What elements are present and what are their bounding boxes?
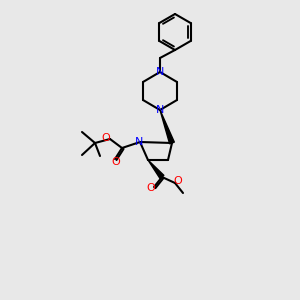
Text: N: N [156, 67, 164, 77]
Text: N: N [156, 105, 164, 115]
Polygon shape [148, 160, 164, 178]
Text: O: O [147, 183, 155, 193]
Text: N: N [135, 137, 143, 147]
Polygon shape [160, 110, 174, 144]
Text: O: O [102, 133, 110, 143]
Text: O: O [174, 176, 182, 186]
Text: O: O [112, 157, 120, 167]
